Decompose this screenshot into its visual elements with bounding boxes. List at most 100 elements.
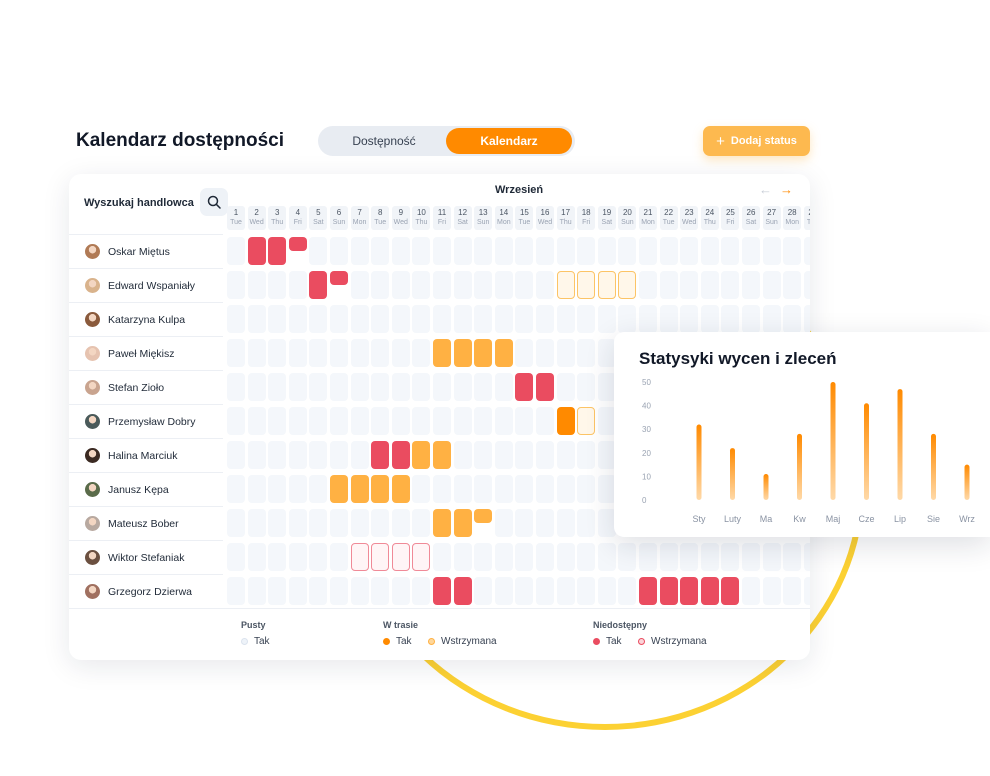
empty-cell[interactable] — [391, 339, 410, 367]
empty-cell[interactable] — [494, 271, 513, 299]
empty-cell[interactable] — [536, 441, 554, 469]
empty-cell[interactable] — [742, 271, 760, 299]
empty-cell[interactable] — [227, 475, 245, 503]
empty-cell[interactable] — [330, 373, 348, 401]
empty-cell[interactable] — [350, 577, 369, 605]
salesperson-row[interactable]: Oskar Miętus — [69, 234, 223, 268]
empty-cell[interactable] — [350, 509, 369, 537]
empty-cell[interactable] — [577, 373, 596, 401]
empty-cell[interactable] — [330, 509, 348, 537]
status-cell[interactable] — [247, 237, 266, 265]
empty-cell[interactable] — [227, 237, 245, 265]
empty-cell[interactable] — [371, 237, 390, 265]
empty-cell[interactable] — [350, 271, 369, 299]
empty-cell[interactable] — [330, 305, 348, 333]
empty-cell[interactable] — [762, 543, 781, 571]
empty-cell[interactable] — [288, 441, 307, 469]
status-cell[interactable] — [721, 577, 740, 605]
empty-cell[interactable] — [494, 237, 513, 265]
empty-cell[interactable] — [412, 509, 431, 537]
status-cell[interactable] — [597, 271, 616, 299]
empty-cell[interactable] — [556, 543, 575, 571]
status-cell[interactable] — [577, 271, 596, 299]
empty-cell[interactable] — [412, 305, 431, 333]
empty-cell[interactable] — [577, 577, 596, 605]
empty-cell[interactable] — [433, 271, 451, 299]
empty-cell[interactable] — [433, 543, 451, 571]
empty-cell[interactable] — [268, 543, 287, 571]
status-cell[interactable] — [288, 237, 307, 251]
empty-cell[interactable] — [536, 407, 554, 435]
empty-cell[interactable] — [659, 543, 678, 571]
empty-cell[interactable] — [371, 407, 390, 435]
empty-cell[interactable] — [597, 577, 616, 605]
empty-cell[interactable] — [371, 271, 390, 299]
empty-cell[interactable] — [412, 577, 431, 605]
empty-cell[interactable] — [453, 271, 472, 299]
salesperson-row[interactable]: Wiktor Stefaniak — [69, 540, 223, 574]
status-cell[interactable] — [371, 543, 390, 571]
empty-cell[interactable] — [268, 271, 287, 299]
empty-cell[interactable] — [577, 475, 596, 503]
empty-cell[interactable] — [247, 475, 266, 503]
salesperson-row[interactable]: Edward Wspaniały — [69, 268, 223, 302]
empty-cell[interactable] — [371, 509, 390, 537]
empty-cell[interactable] — [309, 237, 328, 265]
empty-cell[interactable] — [309, 407, 328, 435]
empty-cell[interactable] — [268, 509, 287, 537]
empty-cell[interactable] — [350, 441, 369, 469]
empty-cell[interactable] — [639, 305, 657, 333]
empty-cell[interactable] — [639, 271, 657, 299]
empty-cell[interactable] — [350, 407, 369, 435]
empty-cell[interactable] — [515, 509, 534, 537]
empty-cell[interactable] — [433, 373, 451, 401]
status-cell[interactable] — [639, 577, 657, 605]
empty-cell[interactable] — [762, 305, 781, 333]
empty-cell[interactable] — [391, 577, 410, 605]
empty-cell[interactable] — [577, 509, 596, 537]
status-cell[interactable] — [433, 509, 451, 537]
empty-cell[interactable] — [309, 373, 328, 401]
empty-cell[interactable] — [536, 509, 554, 537]
empty-cell[interactable] — [494, 509, 513, 537]
status-cell[interactable] — [453, 509, 472, 537]
empty-cell[interactable] — [247, 543, 266, 571]
empty-cell[interactable] — [350, 339, 369, 367]
empty-cell[interactable] — [433, 305, 451, 333]
empty-cell[interactable] — [309, 441, 328, 469]
status-cell[interactable] — [391, 475, 410, 503]
status-cell[interactable] — [659, 577, 678, 605]
empty-cell[interactable] — [247, 305, 266, 333]
empty-cell[interactable] — [515, 407, 534, 435]
empty-cell[interactable] — [680, 237, 699, 265]
empty-cell[interactable] — [247, 407, 266, 435]
empty-cell[interactable] — [330, 577, 348, 605]
empty-cell[interactable] — [391, 407, 410, 435]
empty-cell[interactable] — [350, 237, 369, 265]
empty-cell[interactable] — [803, 543, 810, 571]
empty-cell[interactable] — [330, 339, 348, 367]
empty-cell[interactable] — [412, 475, 431, 503]
empty-cell[interactable] — [288, 305, 307, 333]
salesperson-row[interactable]: Mateusz Bober — [69, 506, 223, 540]
empty-cell[interactable] — [618, 305, 637, 333]
status-cell[interactable] — [350, 475, 369, 503]
empty-cell[interactable] — [597, 475, 616, 503]
empty-cell[interactable] — [309, 509, 328, 537]
status-cell[interactable] — [700, 577, 719, 605]
empty-cell[interactable] — [247, 271, 266, 299]
empty-cell[interactable] — [227, 305, 245, 333]
status-cell[interactable] — [453, 339, 472, 367]
empty-cell[interactable] — [742, 305, 760, 333]
empty-cell[interactable] — [721, 271, 740, 299]
empty-cell[interactable] — [556, 475, 575, 503]
status-cell[interactable] — [556, 407, 575, 435]
status-cell[interactable] — [536, 373, 554, 401]
empty-cell[interactable] — [515, 305, 534, 333]
empty-cell[interactable] — [247, 577, 266, 605]
empty-cell[interactable] — [536, 305, 554, 333]
salesperson-row[interactable]: Przemysław Dobry — [69, 404, 223, 438]
status-cell[interactable] — [680, 577, 699, 605]
empty-cell[interactable] — [453, 305, 472, 333]
empty-cell[interactable] — [474, 237, 493, 265]
